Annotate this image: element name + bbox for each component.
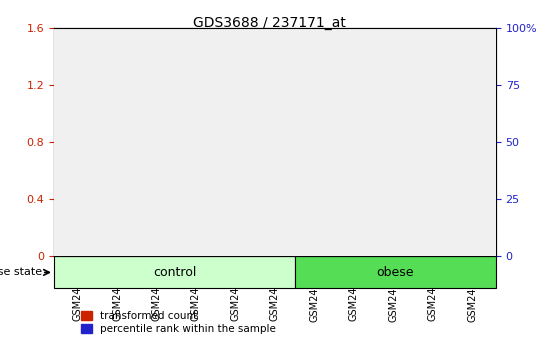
Text: control: control xyxy=(153,266,196,279)
Bar xyxy=(222,245,249,256)
FancyBboxPatch shape xyxy=(54,256,295,289)
Bar xyxy=(458,84,486,256)
Bar xyxy=(73,254,82,256)
Bar xyxy=(113,253,121,256)
Bar xyxy=(379,33,407,256)
Bar xyxy=(64,124,92,256)
Bar xyxy=(340,31,368,256)
Bar xyxy=(350,253,358,256)
Bar xyxy=(419,75,446,256)
Bar xyxy=(301,239,328,256)
Bar xyxy=(261,143,289,256)
Text: disease state: disease state xyxy=(0,267,42,278)
Bar xyxy=(271,255,279,256)
Bar xyxy=(468,253,476,256)
Bar xyxy=(153,254,161,256)
Bar xyxy=(192,254,200,256)
Bar xyxy=(103,90,131,256)
Text: GDS3688 / 237171_at: GDS3688 / 237171_at xyxy=(193,16,346,30)
Bar xyxy=(182,139,210,256)
Bar xyxy=(143,135,170,256)
Bar xyxy=(429,253,437,256)
FancyBboxPatch shape xyxy=(295,256,496,289)
Legend: transformed count, percentile rank within the sample: transformed count, percentile rank withi… xyxy=(81,311,276,334)
Text: obese: obese xyxy=(377,266,414,279)
Bar xyxy=(389,253,397,256)
